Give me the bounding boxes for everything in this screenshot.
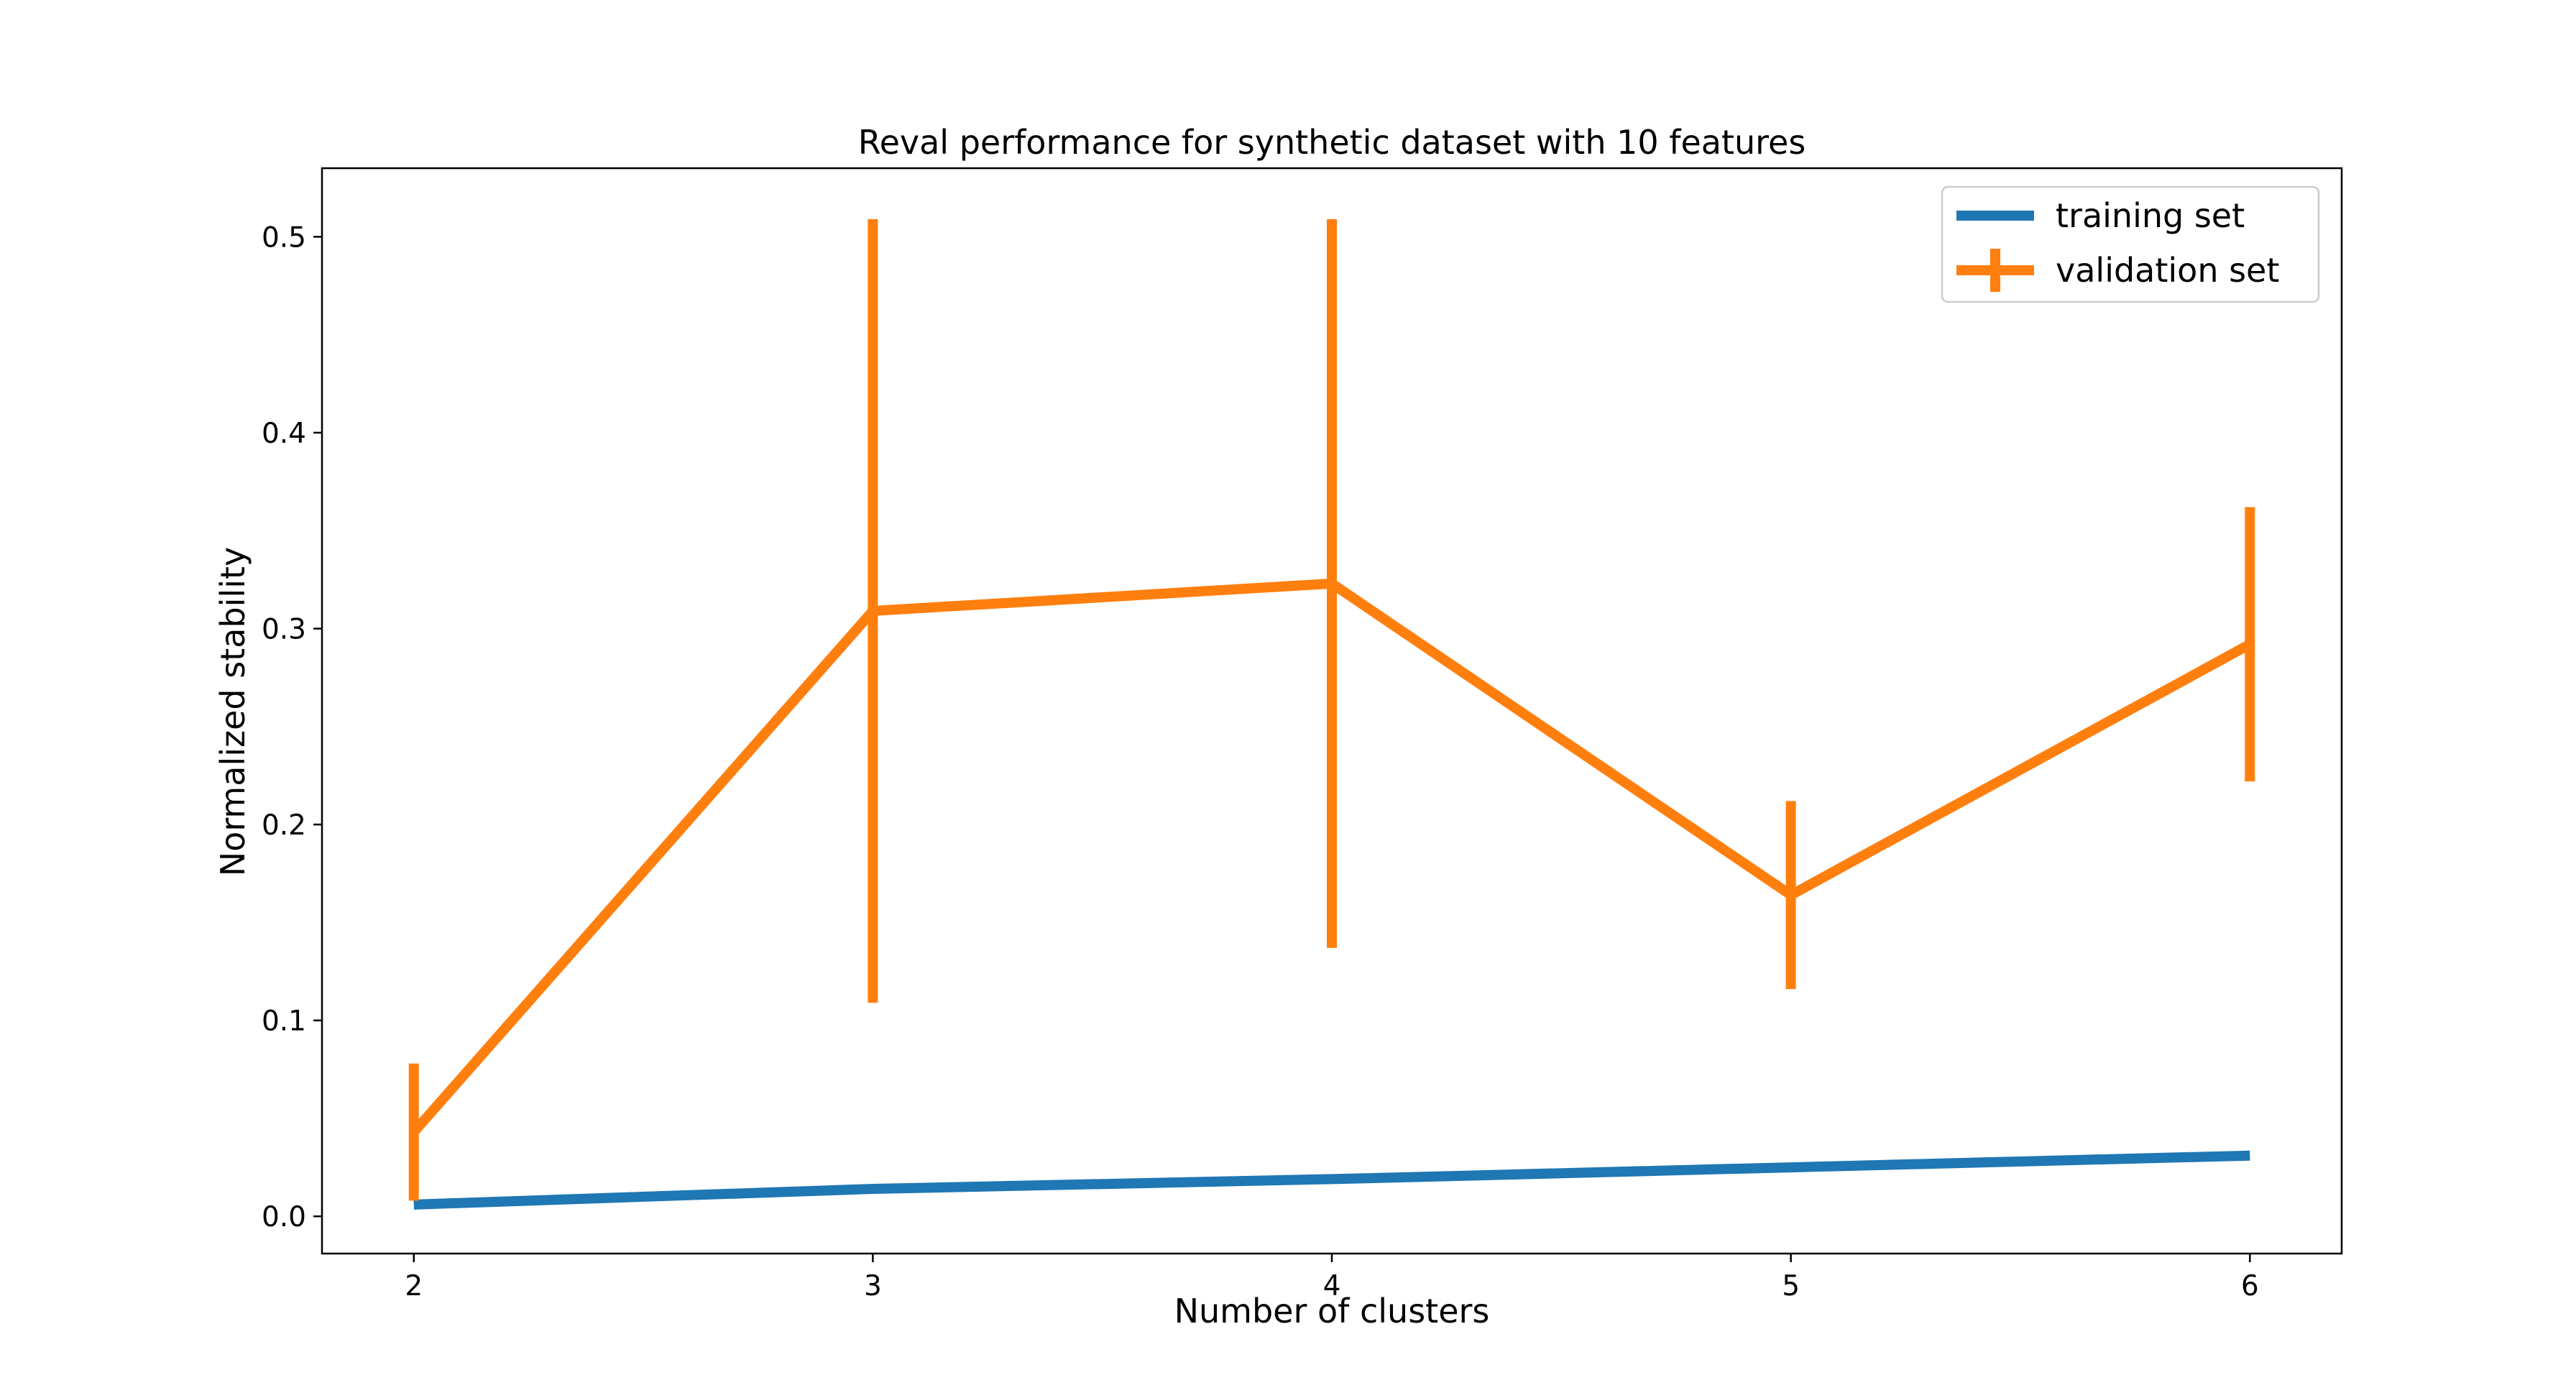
y-tick-label-0.3: 0.3 <box>262 614 306 646</box>
x-tick-label-4: 4 <box>1323 1270 1341 1302</box>
x-tick-label-6: 6 <box>2241 1270 2259 1302</box>
y-tick-label-0.1: 0.1 <box>262 1006 306 1038</box>
x-tick-label-3: 3 <box>864 1270 882 1302</box>
x-tick-label-2: 2 <box>405 1270 423 1302</box>
y-tick-label-0.5: 0.5 <box>262 221 306 254</box>
legend: training set validation set <box>1941 185 2320 303</box>
axes: 2 3 4 5 6 0.0 0.1 0.2 0.3 0.4 0.5 <box>262 167 2343 1302</box>
y-axis-label: Normalized stability <box>213 547 252 876</box>
chart-title: Reval performance for synthetic dataset … <box>858 123 1806 162</box>
x-tick-label-5: 5 <box>1782 1270 1800 1302</box>
legend-frame <box>1941 185 2320 303</box>
y-tick-label-0.0: 0.0 <box>262 1201 306 1233</box>
y-tick-label-0.4: 0.4 <box>262 418 306 450</box>
y-tick-label-0.2: 0.2 <box>262 809 306 842</box>
x-axis-label: Number of clusters <box>1174 1292 1490 1330</box>
data-marks <box>408 219 2255 1210</box>
legend-label-validation-set: validation set <box>2056 251 2279 290</box>
training-set-line <box>413 1150 2250 1210</box>
legend-label-training-set: training set <box>2056 196 2245 235</box>
validation-set-line <box>410 578 2253 1136</box>
